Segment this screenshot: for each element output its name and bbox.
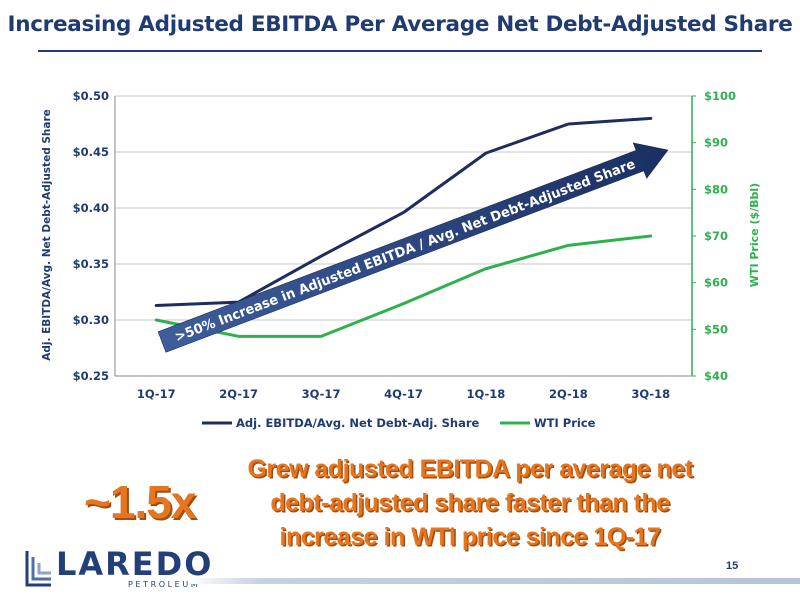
- y-axis-left-label: Adj. EBITDA/Avg. Net Debt-Adjusted Share: [41, 109, 53, 361]
- annotation-arrow: >50% Increase in Adjusted EBITDA / Avg. …: [157, 142, 669, 353]
- annotation-arrow-group: >50% Increase in Adjusted EBITDA / Avg. …: [157, 142, 669, 353]
- x-tick-label: 3Q-18: [631, 387, 670, 401]
- y-right-tick-label: $50: [704, 322, 728, 336]
- x-tick-label: 4Q-17: [384, 387, 423, 401]
- logo-wordmark: LAREDO: [56, 545, 214, 583]
- line-chart: >50% Increase in Adjusted EBITDA / Avg. …: [41, 89, 761, 430]
- legend-label-wti: WTI Price: [534, 416, 596, 430]
- legend-label-ebitda: Adj. EBITDA/Avg. Net Debt-Adj. Share: [236, 416, 480, 430]
- y-left-tick-label: $0.30: [73, 313, 109, 327]
- x-tick-label: 3Q-17: [302, 387, 341, 401]
- slide-title: Increasing Adjusted EBITDA Per Average N…: [7, 12, 793, 37]
- y-left-tick-label: $0.25: [73, 369, 109, 383]
- logo-mark-icon: [25, 551, 51, 587]
- y-right-tick-label: $100: [704, 89, 736, 103]
- x-tick-label: 2Q-17: [219, 387, 258, 401]
- x-tick-label: 2Q-18: [549, 387, 588, 401]
- y-axis-right-label: WTI Price ($/Bbl): [748, 183, 761, 287]
- series-line-2: [154, 234, 653, 338]
- chart-legend: Adj. EBITDA/Avg. Net Debt-Adj. Share WTI …: [202, 416, 596, 430]
- arrow-shape: [157, 142, 669, 353]
- y-right-tick-label: $80: [704, 182, 728, 196]
- arrow-annotation-text: >50% Increase in Adjusted EBITDA / Avg. …: [173, 156, 638, 345]
- chart-axes: [114, 95, 696, 377]
- y-left-tick-label: $0.50: [73, 89, 109, 103]
- y-right-tick-label: $70: [704, 229, 728, 243]
- y-left-tick-label: $0.35: [73, 257, 109, 271]
- multiplier-callout: ~1.5x: [84, 476, 196, 528]
- y-left-tick-label: $0.45: [73, 145, 109, 159]
- series-line-1: [154, 116, 653, 307]
- x-tick-label: 1Q-18: [467, 387, 506, 401]
- x-tick-label: 1Q-17: [137, 387, 176, 401]
- title-underline: [38, 50, 762, 52]
- logo-subtitle: PETROLEUM: [128, 580, 201, 589]
- y-right-tick-label: $90: [704, 136, 728, 150]
- page-number: 15: [726, 560, 739, 572]
- chart-series: [154, 116, 653, 338]
- laredo-logo: LAREDO PETROLEUM: [24, 545, 211, 595]
- y-right-tick-label: $40: [704, 369, 728, 383]
- y-left-tick-label: $0.40: [73, 201, 109, 215]
- chart-ticks: $0.25 $0.30 $0.35 $0.40 $0.45 $0.50 $40 $50 $60 $…: [73, 89, 736, 401]
- y-right-tick-label: $60: [704, 276, 728, 290]
- summary-callout: Grew adjusted EBITDA per average net deb…: [247, 455, 693, 551]
- footer-bar: [188, 578, 800, 584]
